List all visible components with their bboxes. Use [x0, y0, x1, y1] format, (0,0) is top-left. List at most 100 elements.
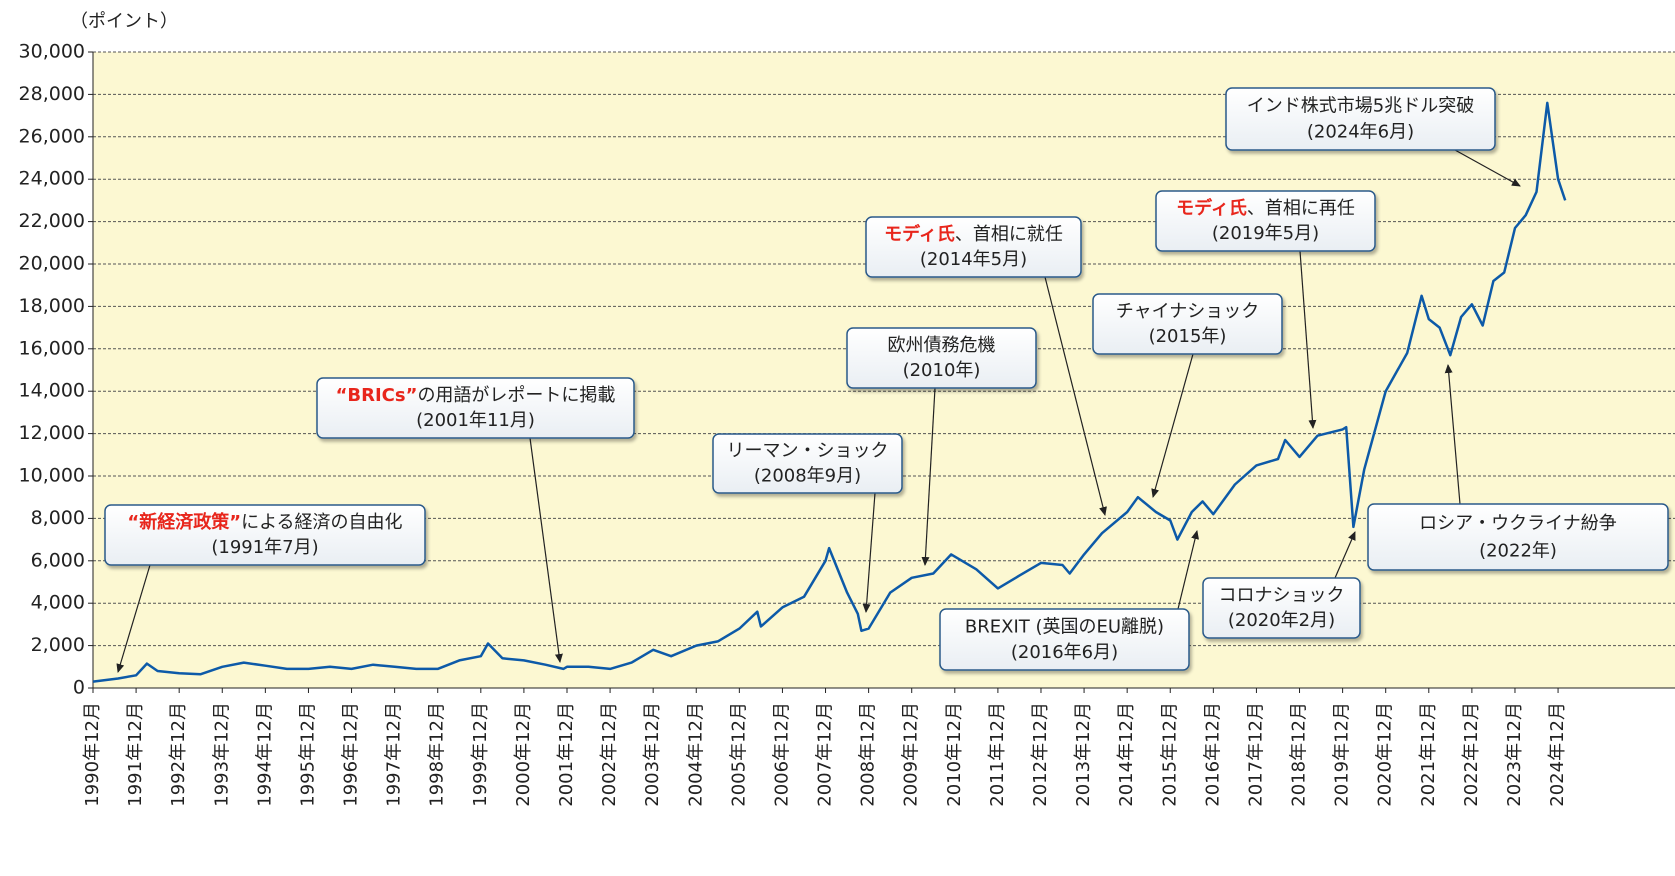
annotation-arrow [1454, 149, 1521, 187]
x-tick-label: 1996年12月 [341, 702, 362, 807]
y-tick-label: 22,000 [19, 210, 85, 232]
annotation-box [865, 216, 1082, 278]
annotation-label: 、首相に就任 [955, 224, 1063, 245]
annotation-date: (1991年7月) [211, 537, 318, 558]
annotation-highlight: モディ氏 [1176, 197, 1247, 219]
x-tick-label: 2016年12月 [1202, 702, 1223, 807]
x-tick-label: 1998年12月 [427, 702, 448, 807]
x-tick-label: 2015年12月 [1159, 702, 1180, 807]
annotation-arrow [1299, 250, 1317, 429]
x-tick-label: 1999年12月 [470, 702, 491, 807]
annotation-label: による経済の自由化 [241, 512, 402, 533]
x-tick-label: 2009年12月 [901, 702, 922, 807]
x-tick-label: 2017年12月 [1245, 702, 1266, 807]
annotation-box [846, 327, 1037, 389]
annotation-arrow [1177, 530, 1199, 610]
annotation-date: (2024年6月) [1307, 122, 1414, 143]
annotation-text: インド株式市場5兆ドル突破 [1247, 96, 1474, 117]
annotation-box [1367, 503, 1669, 571]
x-tick-label: 2003年12月 [642, 702, 663, 807]
x-tick-label: 1993年12月 [211, 702, 232, 807]
y-tick-label: 28,000 [19, 83, 85, 105]
x-tick-label: 1990年12月 [82, 702, 103, 807]
annotation-label: 欧州債務危機 [888, 335, 996, 356]
annotation-date: (2014年5月) [920, 249, 1027, 270]
annotation-arrow [921, 387, 936, 566]
annotation-label: の用語がレポートに掲載 [417, 385, 615, 406]
x-tick-label: 1991年12月 [125, 702, 146, 807]
x-tick-label: 2022年12月 [1461, 702, 1482, 807]
annotation-label: BREXIT (英国のEU離脱) [965, 616, 1164, 637]
annotation-text: リーマン・ショック [727, 441, 889, 462]
y-tick-label: 14,000 [19, 380, 85, 402]
x-tick-label: 2011年12月 [987, 702, 1008, 807]
y-tick-label: 20,000 [19, 253, 85, 275]
annotation-highlight: “新経済政策” [127, 511, 241, 533]
index-line [92, 101, 1567, 683]
x-tick-label: 2014年12月 [1116, 702, 1137, 807]
annotation-highlight: モディ氏 [884, 223, 955, 245]
annotation-box [104, 504, 426, 566]
x-tick-label: 2006年12月 [771, 702, 792, 807]
annotation-box [1155, 190, 1376, 252]
x-tick-label: 1997年12月 [384, 702, 405, 807]
x-tick-label: 2000年12月 [513, 702, 534, 807]
y-tick-label: 4,000 [31, 592, 85, 614]
annotation-box [939, 608, 1190, 671]
annotation-label: ロシア・ウクライナ紛争 [1419, 513, 1617, 534]
y-tick-label: 24,000 [19, 168, 85, 190]
annotation-arrow [1044, 276, 1107, 516]
x-tick-label: 2002年12月 [599, 702, 620, 807]
x-tick-label: 1995年12月 [297, 702, 318, 807]
annotation-box [1202, 577, 1361, 639]
x-tick-label: 2019年12月 [1332, 702, 1353, 807]
annotation-arrow [862, 492, 876, 613]
annotation-box [1092, 293, 1283, 355]
annotation-date: (2015年) [1149, 326, 1227, 347]
annotation-box [1225, 87, 1496, 151]
annotation-text: モディ氏、首相に就任 [884, 223, 1063, 245]
x-tick-label: 2005年12月 [728, 702, 749, 807]
y-tick-label: 16,000 [19, 337, 85, 359]
annotation-date: (2016年6月) [1011, 642, 1118, 663]
annotation-date: (2001年11月) [416, 410, 535, 431]
annotation-arrow [529, 437, 563, 663]
annotation-text: コロナショック [1219, 585, 1345, 606]
annotation-text: BREXIT (英国のEU離脱) [965, 616, 1164, 637]
annotation-arrow [1334, 531, 1356, 579]
annotation-date: (2019年5月) [1212, 223, 1319, 244]
x-tick-label: 2008年12月 [858, 702, 879, 807]
y-tick-label: 8,000 [31, 507, 85, 529]
y-tick-label: 30,000 [19, 41, 85, 63]
annotation-arrow [1151, 353, 1194, 498]
annotation-arrow [1444, 364, 1461, 505]
annotation-label: インド株式市場5兆ドル突破 [1247, 96, 1474, 117]
y-tick-label: 12,000 [19, 422, 85, 444]
x-tick-label: 1992年12月 [168, 702, 189, 807]
annotation-box [712, 433, 903, 494]
annotation-arrow [116, 564, 151, 673]
x-tick-label: 2004年12月 [685, 702, 706, 807]
x-tick-label: 2023年12月 [1504, 702, 1525, 807]
annotation-highlight: “BRICs” [336, 385, 418, 406]
x-tick-label: 2012年12月 [1030, 702, 1051, 807]
annotation-text: モディ氏、首相に再任 [1176, 197, 1355, 219]
x-tick-label: 1994年12月 [254, 702, 275, 807]
annotation-text: “BRICs”の用語がレポートに掲載 [336, 385, 616, 406]
y-axis-label: （ポイント） [70, 11, 178, 32]
x-tick-label: 2020年12月 [1375, 702, 1396, 807]
x-tick-label: 2013年12月 [1073, 702, 1094, 807]
x-tick-label: 2001年12月 [556, 702, 577, 807]
annotation-date: (2008年9月) [754, 465, 861, 486]
x-tick-label: 2018年12月 [1289, 702, 1310, 807]
y-tick-label: 18,000 [19, 295, 85, 317]
annotation-box [316, 377, 635, 439]
x-tick-label: 2007年12月 [815, 702, 836, 807]
annotation-date: (2020年2月) [1228, 610, 1335, 631]
annotation-date: (2010年) [903, 360, 981, 381]
y-tick-label: 10,000 [19, 465, 85, 487]
x-tick-label: 2024年12月 [1547, 702, 1568, 807]
x-tick-label: 2021年12月 [1418, 702, 1439, 807]
annotation-text: チャイナショック [1116, 301, 1259, 322]
